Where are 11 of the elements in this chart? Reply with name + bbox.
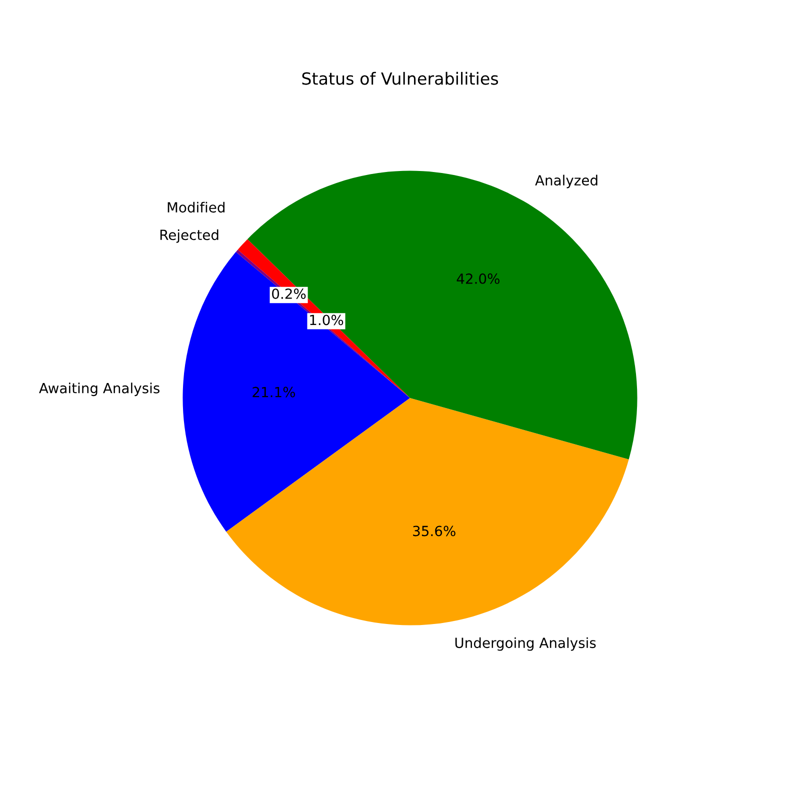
slice-label: Undergoing Analysis: [455, 637, 596, 651]
slice-label: Analyzed: [535, 174, 598, 188]
slice-label: Rejected: [160, 229, 218, 243]
chart-title: Status of Vulnerabilities: [302, 72, 498, 85]
data-label: 42.0%: [456, 273, 500, 284]
data-label: 35.6%: [413, 526, 456, 536]
data-label: 21.1%: [252, 386, 296, 398]
data-label: 1.0%: [310, 314, 344, 326]
slice-label: Modified: [168, 202, 224, 213]
data-label: 0.2%: [272, 288, 306, 300]
slice-label: Awaiting Analysis: [39, 382, 160, 396]
